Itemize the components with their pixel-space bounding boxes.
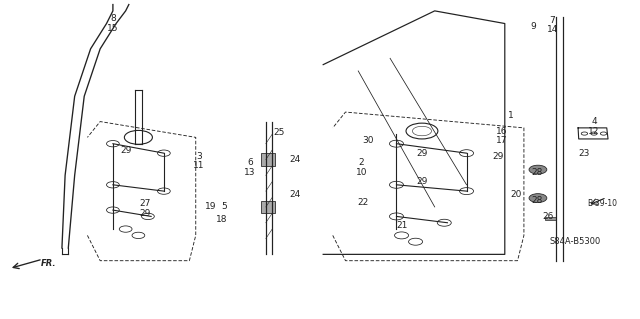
Text: 12: 12 xyxy=(588,127,600,136)
Text: 19: 19 xyxy=(205,203,216,211)
Text: 16: 16 xyxy=(496,127,508,136)
Text: 2: 2 xyxy=(358,158,364,167)
FancyBboxPatch shape xyxy=(261,153,275,166)
Text: 30: 30 xyxy=(362,136,374,145)
Text: 6: 6 xyxy=(247,158,253,167)
Text: 7: 7 xyxy=(550,16,556,25)
Text: 15: 15 xyxy=(107,24,118,33)
Circle shape xyxy=(529,194,547,203)
FancyBboxPatch shape xyxy=(545,217,556,220)
Text: 11: 11 xyxy=(193,161,205,170)
Text: S84A-B5300: S84A-B5300 xyxy=(549,237,600,246)
Text: 29: 29 xyxy=(416,177,428,186)
Text: 29: 29 xyxy=(120,145,131,154)
Text: 8: 8 xyxy=(110,14,116,23)
FancyBboxPatch shape xyxy=(261,201,275,213)
Text: 13: 13 xyxy=(244,168,255,177)
Text: 1: 1 xyxy=(508,111,514,120)
Text: 23: 23 xyxy=(579,149,590,158)
Text: 21: 21 xyxy=(396,221,407,230)
Circle shape xyxy=(529,165,547,174)
Text: 26: 26 xyxy=(543,212,554,221)
Text: 4: 4 xyxy=(591,117,597,126)
Text: 5: 5 xyxy=(221,203,227,211)
Text: 14: 14 xyxy=(547,25,558,34)
Text: 18: 18 xyxy=(216,215,227,224)
Text: 29: 29 xyxy=(493,152,504,161)
Text: 29: 29 xyxy=(416,149,428,158)
Text: 17: 17 xyxy=(496,136,508,145)
Text: 29: 29 xyxy=(139,209,150,218)
Text: 3: 3 xyxy=(196,152,202,161)
Text: 28: 28 xyxy=(531,168,542,177)
Text: 22: 22 xyxy=(357,198,368,207)
Text: 28: 28 xyxy=(531,196,542,205)
Text: B-39-10: B-39-10 xyxy=(588,199,618,208)
Text: 25: 25 xyxy=(273,128,284,137)
Text: 9: 9 xyxy=(531,22,536,31)
Text: 24: 24 xyxy=(289,190,300,199)
Text: 24: 24 xyxy=(289,155,300,164)
Text: 10: 10 xyxy=(356,168,367,177)
Text: 27: 27 xyxy=(139,199,150,208)
Text: FR.: FR. xyxy=(41,259,56,268)
Text: 20: 20 xyxy=(511,190,522,199)
